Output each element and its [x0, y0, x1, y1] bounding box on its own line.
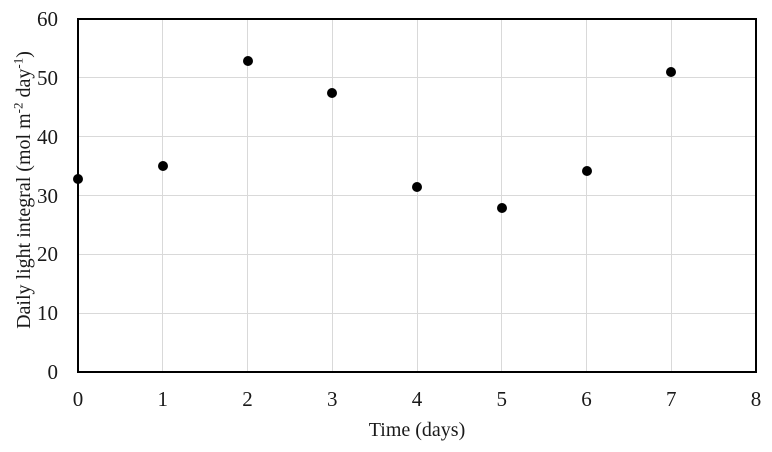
y-axis-title-superscript: -2	[10, 102, 26, 114]
y-axis-tick-label: 20	[37, 242, 58, 267]
y-axis-title-text: )	[13, 51, 35, 58]
data-point	[242, 56, 253, 67]
x-axis-tick-label: 6	[581, 387, 592, 411]
data-point	[157, 161, 168, 172]
y-axis-tick-label: 30	[37, 183, 58, 208]
x-axis-tick-label: 0	[72, 387, 84, 411]
x-axis-tick-label: 3	[327, 387, 338, 411]
x-axis-tick-label: 2	[242, 387, 253, 411]
y-axis-tick-label: 0	[47, 360, 59, 384]
data-point	[73, 174, 83, 185]
x-axis-tick-label: 5	[496, 387, 508, 411]
y-axis-tick-label: 10	[37, 301, 58, 326]
x-axis-tick-label: 4	[411, 387, 423, 411]
y-axis-tick-label: 60	[37, 7, 58, 31]
y-axis-tick-label: 40	[37, 124, 58, 149]
data-point	[581, 166, 592, 177]
vertical-gridline	[501, 19, 503, 372]
data-point	[496, 203, 507, 214]
data-point	[412, 181, 422, 192]
data-point	[327, 87, 338, 98]
vertical-gridline	[586, 19, 587, 372]
x-axis-tick-label: 8	[750, 387, 762, 411]
vertical-gridline	[670, 19, 672, 372]
vertical-gridline	[331, 19, 333, 372]
vertical-gridline	[162, 19, 164, 372]
x-axis-tick-label: 7	[666, 387, 677, 411]
y-axis-tick-label: 50	[37, 65, 58, 90]
vertical-gridline	[416, 19, 418, 372]
x-axis-title: Time (days)	[368, 419, 466, 441]
vertical-gridline	[247, 19, 248, 372]
x-axis-tick-label: 1	[157, 387, 169, 411]
data-point	[666, 66, 677, 77]
